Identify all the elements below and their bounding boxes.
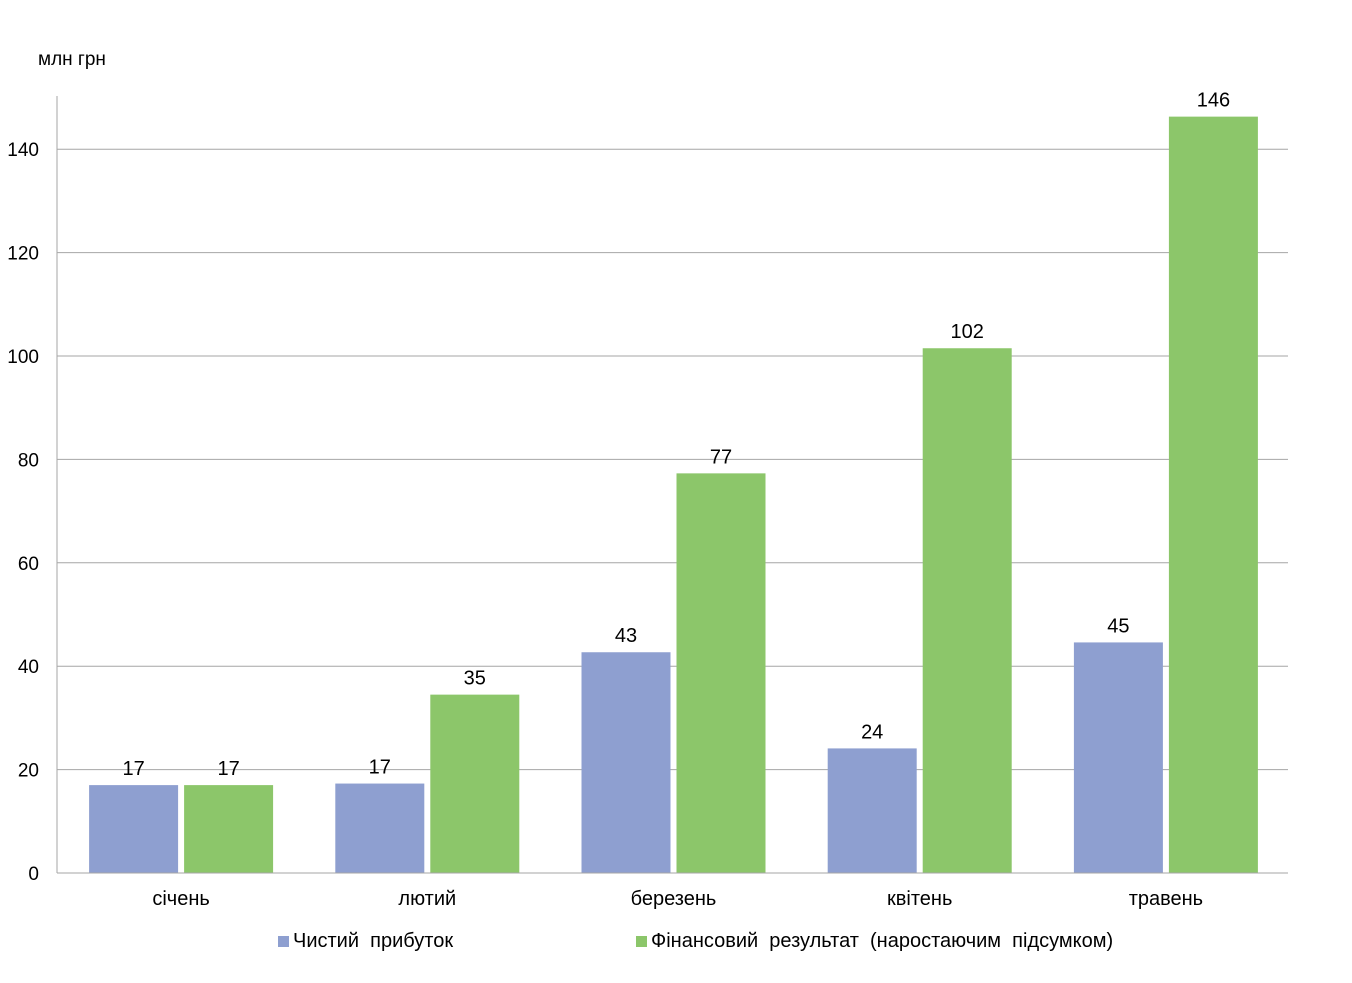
bar-series0-1 <box>335 783 425 873</box>
legend-item-net-profit: Чистий прибуток <box>278 930 453 953</box>
bar-series1-4 <box>1168 116 1258 873</box>
data-label-series1-4: 146 <box>1197 90 1230 112</box>
y-tick-label-60: 60 <box>18 554 39 575</box>
legend-label-net-profit: Чистий прибуток <box>293 930 454 952</box>
x-category-label-2: березень <box>631 888 717 910</box>
bar-series0-2 <box>581 652 671 873</box>
y-tick-label-20: 20 <box>18 761 39 782</box>
y-tick-label-40: 40 <box>18 657 39 678</box>
y-tick-label-0: 0 <box>28 864 39 885</box>
x-category-label-3: квітень <box>887 888 952 910</box>
y-axis-unit-label: млн грн <box>38 49 106 70</box>
y-axis-tick-labels: 0 20 40 60 80 100 120 140 <box>7 140 39 885</box>
x-category-label-1: лютий <box>398 888 456 910</box>
bars <box>89 116 1258 873</box>
legend-swatch-net-profit <box>278 936 289 947</box>
x-axis-category-labels: січень лютий березень квітень травень <box>152 888 1203 910</box>
data-label-series1-2: 77 <box>710 446 732 468</box>
bar-series0-3 <box>827 748 917 873</box>
bar-series1-1 <box>430 694 520 873</box>
bar-series0-0 <box>89 785 179 873</box>
data-label-series1-0: 17 <box>217 758 239 780</box>
x-category-label-4: травень <box>1129 888 1203 910</box>
y-tick-label-120: 120 <box>7 244 39 265</box>
x-category-label-0: січень <box>152 888 209 910</box>
data-label-series1-3: 102 <box>951 321 984 343</box>
gridlines <box>57 148 1288 771</box>
data-label-series0-2: 43 <box>615 625 637 647</box>
data-label-series0-0: 17 <box>122 758 144 780</box>
data-label-series1-1: 35 <box>464 668 486 690</box>
legend: Чистий прибуток Фінансовий результат (на… <box>0 930 1352 960</box>
data-label-series0-4: 45 <box>1107 615 1129 637</box>
y-tick-label-100: 100 <box>7 347 39 368</box>
bar-series0-4 <box>1073 642 1163 873</box>
y-tick-label-140: 140 <box>7 140 39 161</box>
bar-series1-3 <box>922 348 1012 873</box>
data-label-series0-1: 17 <box>369 757 391 779</box>
data-labels: 17 17 17 35 43 77 24 102 45 146 <box>122 90 1230 780</box>
y-tick-label-80: 80 <box>18 450 39 471</box>
legend-item-financial-result: Фінансовий результат (наростаючим підсум… <box>636 930 1113 953</box>
bar-series1-2 <box>676 473 766 873</box>
bar-series1-0 <box>184 785 274 873</box>
data-label-series0-3: 24 <box>861 721 883 743</box>
legend-swatch-financial-result <box>636 936 647 947</box>
legend-label-financial-result: Фінансовий результат (наростаючим підсум… <box>651 930 1114 952</box>
